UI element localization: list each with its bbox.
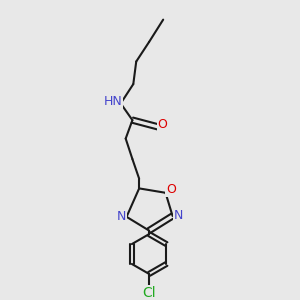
Text: N: N xyxy=(117,210,126,223)
Text: O: O xyxy=(166,183,176,196)
Text: Cl: Cl xyxy=(142,286,156,300)
Text: O: O xyxy=(158,118,167,131)
Text: N: N xyxy=(174,209,183,222)
Text: HN: HN xyxy=(104,95,123,109)
